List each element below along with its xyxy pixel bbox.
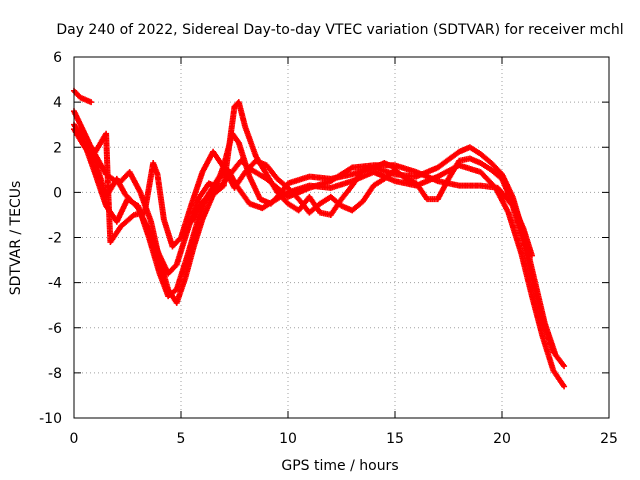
y-tick-label: -4 — [48, 276, 62, 292]
y-tick-label: -10 — [39, 411, 62, 427]
x-tick-label: 15 — [386, 431, 404, 447]
x-tick-label: 20 — [493, 431, 511, 447]
y-tick-label: -2 — [48, 231, 62, 247]
data-point — [550, 349, 557, 356]
series-track-2 — [71, 108, 568, 370]
x-axis-label: GPS time / hours — [281, 458, 398, 474]
x-tick-label: 0 — [70, 431, 79, 447]
y-tick-label: 4 — [53, 95, 62, 111]
data-point — [561, 363, 568, 370]
y-tick-label: -8 — [48, 366, 62, 382]
x-tick-label: 10 — [279, 431, 297, 447]
data-point — [88, 99, 95, 106]
data-point — [528, 252, 535, 259]
y-tick-label: 0 — [53, 185, 62, 201]
y-axis-label: SDTVAR / TECUs — [8, 181, 24, 296]
x-tick-label: 25 — [600, 431, 618, 447]
series-track-4 — [71, 126, 557, 356]
data-point — [392, 164, 398, 171]
y-tick-label: -6 — [48, 321, 62, 337]
data-markers — [71, 87, 568, 390]
y-tick-label: 6 — [53, 50, 62, 66]
axis-ticks: 0 5 10 15 20 25 -10 -8 -6 -4 -2 0 2 4 6 — [39, 50, 618, 447]
series-track-6 — [188, 99, 398, 225]
y-tick-label: 2 — [53, 140, 62, 156]
x-tick-label: 5 — [177, 431, 186, 447]
chart-title: Day 240 of 2022, Sidereal Day-to-day VTE… — [56, 22, 623, 38]
data-point — [561, 383, 568, 390]
